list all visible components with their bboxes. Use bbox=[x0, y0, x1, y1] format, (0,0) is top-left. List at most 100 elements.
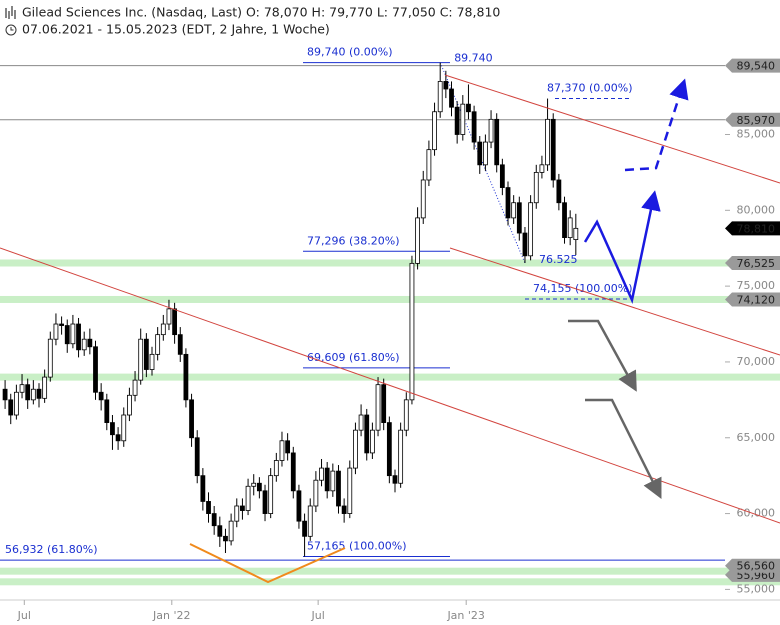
candle-body bbox=[336, 470, 341, 507]
support-zone bbox=[0, 567, 780, 575]
y-tick-label: 75,000 bbox=[737, 279, 776, 292]
candle-body bbox=[313, 479, 319, 507]
candle-body bbox=[13, 391, 19, 416]
candle-body bbox=[25, 384, 31, 401]
candle-body bbox=[194, 437, 200, 477]
candle-body bbox=[93, 346, 98, 393]
candle-body bbox=[8, 399, 14, 416]
candle-body bbox=[47, 338, 53, 378]
scenario-arrow bbox=[585, 398, 662, 499]
price-tag bbox=[725, 112, 780, 127]
y-tick-label: 85,000 bbox=[737, 127, 776, 140]
candle-body bbox=[443, 81, 449, 90]
candle-body bbox=[143, 338, 149, 370]
y-tick-label: 55,000 bbox=[737, 582, 776, 595]
fib-label: 56,932 (61.80%) bbox=[5, 543, 98, 556]
candle-body bbox=[392, 475, 398, 484]
y-tick-label: 65,000 bbox=[737, 431, 776, 444]
candle-body bbox=[36, 388, 42, 399]
price-tag-label: 85,970 bbox=[737, 114, 776, 127]
candle-body bbox=[155, 334, 161, 355]
candle-body bbox=[110, 422, 115, 436]
candle-body bbox=[324, 467, 330, 492]
scenario-arrow bbox=[583, 190, 661, 305]
candle-body bbox=[375, 384, 381, 431]
candle-body bbox=[268, 475, 274, 514]
candle-body bbox=[296, 490, 302, 522]
candle-body bbox=[466, 103, 471, 113]
candle-body bbox=[98, 391, 104, 401]
point-label: 76.525 bbox=[539, 253, 578, 266]
candle-body bbox=[19, 384, 25, 393]
candle-body bbox=[511, 202, 517, 219]
candle-body bbox=[251, 482, 257, 487]
y-tick-label: 80,000 bbox=[737, 203, 776, 216]
candle-body bbox=[369, 429, 375, 454]
candle-body bbox=[483, 141, 488, 166]
candle-body bbox=[386, 422, 392, 477]
price-tag-label: 89,540 bbox=[737, 60, 776, 73]
candle-body bbox=[426, 149, 432, 181]
fib-label: 69,609 (61.80%) bbox=[307, 351, 400, 364]
y-tick-label: 60,000 bbox=[737, 507, 776, 520]
candle-body bbox=[403, 399, 409, 431]
candle-body bbox=[206, 501, 211, 514]
candle-body bbox=[2, 388, 8, 401]
candle-body bbox=[53, 323, 59, 340]
candle-body bbox=[200, 475, 206, 502]
x-tick-label: Jan '23 bbox=[446, 609, 484, 622]
candle-body bbox=[545, 118, 550, 166]
fib-label: 89,740 (0.00%) bbox=[307, 46, 393, 59]
price-tag bbox=[725, 58, 780, 73]
candle-body bbox=[132, 379, 138, 396]
candle-body bbox=[420, 179, 426, 219]
candle-body bbox=[550, 118, 556, 181]
candle-body bbox=[30, 388, 36, 401]
fib-label: 57,165 (100.00%) bbox=[307, 540, 407, 553]
candle-body bbox=[285, 440, 291, 454]
candle-body bbox=[488, 118, 494, 143]
price-tag-label: 56,560 bbox=[737, 560, 776, 573]
trendline bbox=[449, 247, 780, 356]
x-tick-label: Jan '22 bbox=[152, 609, 190, 622]
candle-body bbox=[353, 429, 358, 469]
scenario-arrow bbox=[568, 319, 637, 392]
clock-hand bbox=[10, 27, 14, 31]
candle-body bbox=[64, 325, 70, 345]
candle-body bbox=[341, 505, 347, 514]
support-zone bbox=[0, 295, 780, 303]
x-tick-label: Jul bbox=[17, 609, 31, 622]
candle-body bbox=[211, 513, 217, 527]
candle-body bbox=[516, 202, 522, 234]
candle-body bbox=[115, 434, 121, 442]
support-zone bbox=[0, 578, 780, 586]
candle-body bbox=[76, 323, 81, 351]
fib-label: 74,155 (100.00%) bbox=[533, 282, 633, 295]
candle-body bbox=[499, 164, 505, 188]
candle-body bbox=[240, 505, 245, 511]
candle-body bbox=[358, 414, 364, 431]
price-tags: 89,54085,97078,81076,52574,12055,96056,5… bbox=[725, 58, 780, 582]
candle-body bbox=[81, 338, 87, 351]
point-label: 89.740 bbox=[454, 52, 493, 65]
candle-body bbox=[364, 414, 370, 454]
candle-body bbox=[494, 118, 500, 166]
candle-body bbox=[217, 525, 223, 537]
plot: 55,000 60,000 65,000 70,000 75,000 80,000 85,0… bbox=[0, 46, 780, 622]
candle-body bbox=[573, 227, 579, 240]
chart-icon bbox=[5, 6, 16, 19]
y-tick-label: 70,000 bbox=[737, 355, 776, 368]
candle-body bbox=[42, 376, 48, 399]
candle-body bbox=[127, 394, 132, 416]
candle-body bbox=[104, 399, 110, 423]
scenario-arrow bbox=[624, 78, 689, 172]
candle-body bbox=[172, 308, 178, 336]
candle-body bbox=[290, 452, 296, 492]
trendline bbox=[0, 247, 780, 524]
support-zone bbox=[0, 259, 780, 267]
fib-connector bbox=[439, 62, 526, 264]
price-tag bbox=[725, 221, 780, 236]
fib-label: 77,296 (38.20%) bbox=[307, 234, 400, 247]
candle-body bbox=[449, 88, 454, 108]
